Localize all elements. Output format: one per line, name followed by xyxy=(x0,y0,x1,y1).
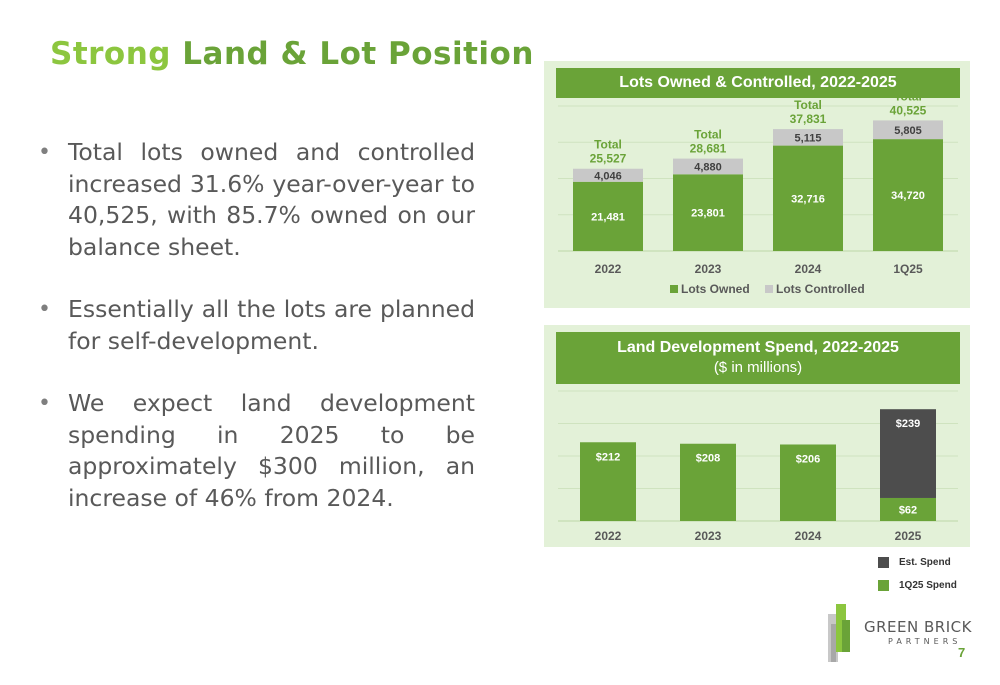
logo-name: GREEN BRICK xyxy=(864,618,972,636)
spend-chart: $212 2022 $208 2023 $206 2024 $62 $239 2025 xyxy=(558,390,958,543)
bar-lots-owned xyxy=(673,174,743,251)
data-label-est-spend: $239 xyxy=(896,418,920,430)
data-label-1q25-spend: $62 xyxy=(899,504,917,516)
bullet-icon: • xyxy=(38,297,51,322)
data-label-lots-owned: 21,481 xyxy=(591,211,625,223)
data-label-lots-controlled: 4,046 xyxy=(594,170,622,182)
legend-swatch xyxy=(765,285,773,293)
x-tick-label: 2025 xyxy=(895,529,922,543)
page-title: Strong Land & Lot Position xyxy=(50,36,534,72)
bullet-item: • Essentially all the lots are planned f… xyxy=(38,294,475,357)
bar-lots-controlled xyxy=(573,168,643,182)
total-prefix: Total xyxy=(594,138,622,152)
bullet-item: • We expect land development spending in… xyxy=(38,388,475,514)
lots-chart: 21,4814,046Total25,527202223,8014,880Tot… xyxy=(558,89,958,296)
data-label-lots-controlled: 4,880 xyxy=(694,161,722,173)
legend-swatch xyxy=(878,579,889,591)
x-tick-label: 2023 xyxy=(695,529,722,543)
bar-lots-controlled xyxy=(873,120,943,140)
x-tick-label: 2024 xyxy=(795,529,822,543)
bar-lots-controlled xyxy=(673,158,743,175)
legend-item-1q25-spend: 1Q25 Spend xyxy=(878,578,957,592)
total-label: 37,831 xyxy=(790,112,827,126)
page-number: 7 xyxy=(958,645,966,660)
spend-chart-panel: Land Development Spend, 2022-2025 ($ in … xyxy=(544,325,970,547)
data-label-1q25-spend: $206 xyxy=(796,453,820,465)
bar-lots-owned xyxy=(773,145,843,251)
bullet-list: • Total lots owned and controlled increa… xyxy=(38,137,475,545)
legend-swatch xyxy=(670,285,678,293)
legend-item-est-spend: Est. Spend xyxy=(878,555,957,569)
lots-chart-panel: Lots Owned & Controlled, 2022-2025 21,48… xyxy=(544,61,970,308)
legend-swatch xyxy=(878,556,889,568)
data-label-lots-owned: 34,720 xyxy=(891,190,925,202)
total-prefix: Total xyxy=(894,89,922,103)
data-label-1q25-spend: $212 xyxy=(596,451,620,463)
bar-1q25-spend xyxy=(580,442,636,521)
page-title-part2: Land & Lot Position xyxy=(182,36,534,72)
data-label-lots-controlled: 5,805 xyxy=(894,125,922,137)
data-label-lots-owned: 32,716 xyxy=(791,193,825,205)
total-label: 25,527 xyxy=(590,152,627,166)
legend-label-lots-owned: Lots Owned xyxy=(681,282,750,296)
x-tick-label: 2022 xyxy=(595,262,622,276)
legend-label-lots-controlled: Lots Controlled xyxy=(776,282,865,296)
data-label-lots-controlled: 5,115 xyxy=(795,132,822,144)
bullet-text: Total lots owned and controlled increase… xyxy=(68,138,475,261)
data-label-lots-owned: 23,801 xyxy=(691,208,725,220)
total-label: 40,525 xyxy=(890,103,927,117)
bullet-text: We expect land development spending in 2… xyxy=(68,389,475,512)
company-logo: GREEN BRICK PARTNERS xyxy=(828,604,978,664)
bullet-text: Essentially all the lots are planned for… xyxy=(68,295,475,355)
total-label: 28,681 xyxy=(690,142,727,156)
total-prefix: Total xyxy=(794,98,822,112)
spend-chart-subtitle: ($ in millions) xyxy=(713,359,803,376)
bar-1q25-spend xyxy=(880,497,936,521)
data-label-1q25-spend: $208 xyxy=(696,453,720,465)
lots-chart-title: Lots Owned & Controlled, 2022-2025 xyxy=(556,68,960,98)
spend-chart-header: Land Development Spend, 2022-2025 ($ in … xyxy=(556,332,960,384)
bar-est-spend xyxy=(880,409,936,498)
legend-label: Est. Spend xyxy=(899,556,951,568)
bar-1q25-spend xyxy=(780,444,836,521)
bullet-icon: • xyxy=(38,391,51,416)
legend-label: 1Q25 Spend xyxy=(899,579,957,591)
logo-sub: PARTNERS xyxy=(888,637,962,646)
page-title-part1: Strong xyxy=(50,36,171,72)
bar-lots-owned xyxy=(873,139,943,251)
bar-1q25-spend xyxy=(680,443,736,521)
bullet-icon: • xyxy=(38,140,51,165)
total-prefix: Total xyxy=(694,128,722,142)
x-tick-label: 2022 xyxy=(595,529,622,543)
x-tick-label: 2024 xyxy=(795,262,822,276)
bar-lots-owned xyxy=(573,181,643,251)
x-tick-label: 2023 xyxy=(695,262,722,276)
bullet-item: • Total lots owned and controlled increa… xyxy=(38,137,475,263)
bar-lots-controlled xyxy=(773,129,843,146)
x-tick-label: 1Q25 xyxy=(893,262,923,276)
spend-chart-legend: Est. Spend 1Q25 Spend xyxy=(878,555,957,601)
spend-chart-title: Land Development Spend, 2022-2025 xyxy=(617,339,899,356)
